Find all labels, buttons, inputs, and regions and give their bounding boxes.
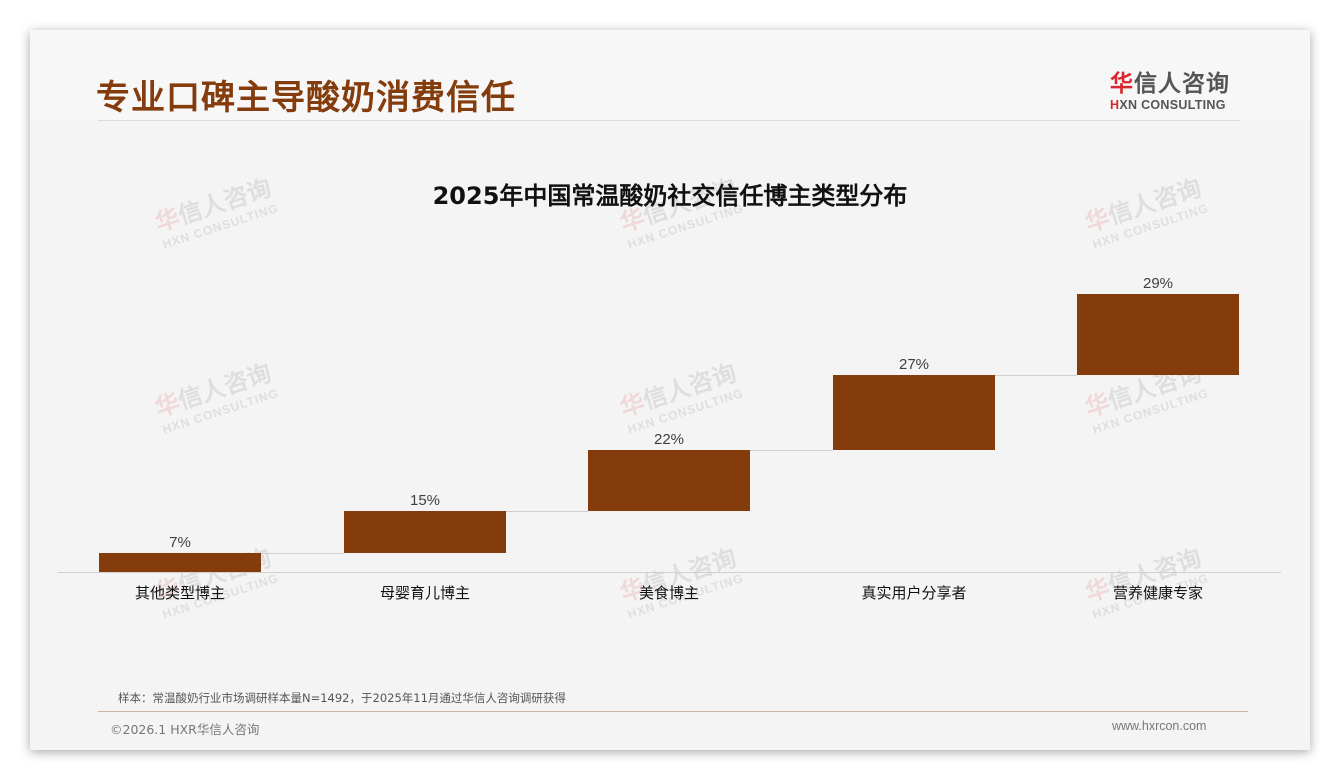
website-link[interactable]: www.hxrcon.com <box>1112 719 1207 733</box>
category-label: 真实用户分享者 <box>861 584 967 602</box>
header-band <box>30 30 1310 120</box>
slide: 专业口碑主导酸奶消费信任 华信人咨询 HXN CONSULTING 华信人咨询 H… <box>30 30 1310 750</box>
sample-note: 样本：常温酸奶行业市场调研样本量N=1492，于2025年11月通过华信人咨询调… <box>118 691 566 705</box>
category-label: 美食博主 <box>638 584 699 602</box>
logo-en-rest: XN CONSULTING <box>1119 98 1226 112</box>
connector-line <box>995 374 1077 376</box>
value-label: 27% <box>898 355 930 373</box>
bar-3 <box>588 449 750 511</box>
connector-line <box>750 449 833 451</box>
logo-cn-rest: 信人咨询 <box>1134 71 1230 97</box>
footer-divider <box>98 711 1248 712</box>
value-label: 7% <box>169 533 191 551</box>
value-label: 29% <box>1142 275 1174 292</box>
category-label: 营养健康专家 <box>1112 584 1203 602</box>
bar-4 <box>833 374 995 450</box>
copyright: ©2026.1 HXR华信人咨询 <box>110 722 260 737</box>
x-axis-baseline <box>58 572 1281 573</box>
logo-en: HXN CONSULTING <box>1110 98 1242 112</box>
brand-logo: 华信人咨询 HXN CONSULTING <box>1110 64 1242 112</box>
category-label: 其他类型博主 <box>134 584 225 602</box>
logo-en-accent: H <box>1110 98 1120 112</box>
logo-cn-accent: 华 <box>1110 71 1134 97</box>
bar-5 <box>1077 294 1239 375</box>
waterfall-chart: 7% 其他类型博主 15% 母婴育儿博主 22% 美食博主 27% 真实用户分享者 29% 营养健… <box>30 30 1310 750</box>
bar-2 <box>344 510 506 553</box>
bar-1 <box>99 552 261 572</box>
connector-line <box>506 510 588 512</box>
category-label: 母婴育儿博主 <box>379 584 470 602</box>
header-divider <box>98 120 1240 121</box>
logo-cn: 华信人咨询 <box>1110 64 1242 98</box>
value-label: 22% <box>653 430 685 448</box>
page-title: 专业口碑主导酸奶消费信任 <box>96 78 516 118</box>
chart-title: 2025年中国常温酸奶社交信任博主类型分布 <box>432 182 908 210</box>
value-label: 15% <box>409 491 441 509</box>
connector-line <box>261 552 344 554</box>
